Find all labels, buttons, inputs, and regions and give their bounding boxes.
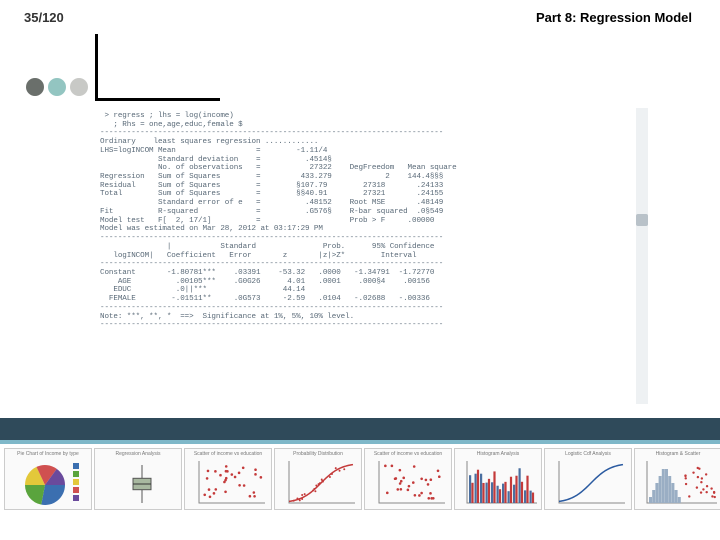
footer-band-dark — [0, 418, 720, 440]
thumbnail-chart — [275, 449, 362, 510]
thumbnail[interactable]: Pie Chart of Income by type — [4, 448, 92, 510]
page-number: 35/120 — [24, 10, 64, 25]
thumbnail[interactable]: Logistic Cdf Analysis — [544, 448, 632, 510]
decor-dot — [70, 78, 88, 96]
thumbnail-chart — [95, 449, 182, 510]
thumbnail-title: Scatter of income vs education — [185, 451, 271, 457]
thumbnail-title: Probability Distribution — [275, 451, 361, 457]
thumbnail-strip: Pie Chart of Income by type Regression An… — [4, 448, 720, 510]
thumbnail[interactable]: Scatter of income vs education — [184, 448, 272, 510]
vertical-rule — [95, 34, 98, 98]
thumbnail[interactable]: Histogram & Scatter — [634, 448, 720, 510]
thumbnail[interactable]: Scatter of income vs education — [364, 448, 452, 510]
thumbnail-chart — [365, 449, 452, 510]
thumbnail-chart — [455, 449, 542, 510]
footer-band-light — [0, 440, 720, 444]
thumbnail[interactable]: Regression Analysis — [94, 448, 182, 510]
thumbnail-chart — [5, 449, 92, 510]
thumbnail-title: Pie Chart of Income by type — [5, 451, 91, 457]
slide-title: Part 8: Regression Model — [536, 10, 692, 25]
thumbnail-title: Scatter of income vs education — [365, 451, 451, 457]
thumbnail-title: Logistic Cdf Analysis — [545, 451, 631, 457]
scrollbar-thumb[interactable] — [636, 214, 648, 226]
decor-dot — [26, 78, 44, 96]
thumbnail-title: Regression Analysis — [95, 451, 181, 457]
thumbnail-title: Histogram & Scatter — [635, 451, 720, 457]
thumbnail-chart — [545, 449, 632, 510]
regression-output-text: > regress ; lhs = log(income) ; Rhs = on… — [90, 108, 636, 334]
thumbnail[interactable]: Probability Distribution — [274, 448, 362, 510]
regression-output-box: > regress ; lhs = log(income) ; Rhs = on… — [90, 108, 648, 404]
thumbnail-chart — [185, 449, 272, 510]
thumbnail-chart — [635, 449, 720, 510]
decor-dots — [26, 78, 88, 96]
horizontal-rule — [95, 98, 220, 101]
thumbnail-title: Histogram Analysis — [455, 451, 541, 457]
thumbnail[interactable]: Histogram Analysis — [454, 448, 542, 510]
decor-dot — [48, 78, 66, 96]
